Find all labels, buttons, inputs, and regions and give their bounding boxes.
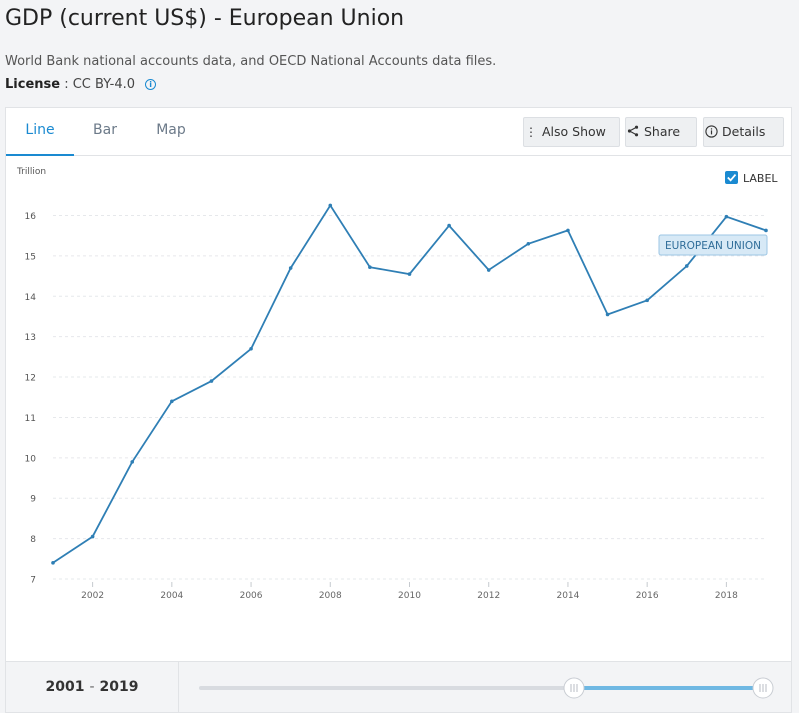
share-icon — [626, 118, 640, 146]
data-point-2016[interactable] — [645, 298, 649, 303]
data-point-2003[interactable] — [130, 460, 135, 464]
data-point-2006[interactable] — [249, 346, 253, 351]
also-show-button[interactable]: ⋮ Also Show — [523, 117, 620, 147]
y-tick-label: 12 — [25, 374, 36, 384]
y-tick-label: 16 — [25, 212, 37, 222]
slider-handle-left[interactable] — [563, 677, 585, 699]
y-tick-label: 15 — [25, 252, 36, 262]
chart-panel: Line Bar Map ⋮ Also Show Share Details Tr… — [5, 107, 792, 713]
x-tick-label: 2002 — [81, 591, 104, 601]
data-point-2011[interactable] — [447, 223, 451, 228]
y-axis-ticks: 7 8 9 10 11 12 13 14 15 16 — [25, 212, 37, 586]
series-label-tag: EUROPEAN UNION — [658, 234, 768, 256]
info-circle-icon — [704, 118, 718, 146]
chart-area: Trillion 7 8 9 10 11 12 13 14 15 16 2002 2004 2006 2… — [6, 156, 791, 661]
date-range-footer: 2001-2019 — [6, 661, 791, 713]
x-tick-label: 2004 — [160, 591, 183, 601]
series-label-box — [658, 234, 768, 256]
label-toggle-text: LABEL — [743, 172, 778, 185]
data-point-2017[interactable] — [684, 264, 689, 268]
series-line-european-union — [52, 203, 767, 564]
license-value: : CC BY-4.0 — [64, 77, 135, 92]
y-tick-label: 14 — [25, 293, 37, 303]
series-label-text: EUROPEAN UNION — [665, 240, 761, 252]
info-icon[interactable]: i — [145, 79, 157, 90]
license-label: License — [5, 77, 61, 92]
checkmark-icon — [727, 174, 737, 182]
label-toggle[interactable]: LABEL — [725, 171, 778, 185]
slider-selected-range — [574, 686, 763, 690]
x-tick-label: 2018 — [715, 591, 738, 601]
source-text: World Bank national accounts data, and O… — [5, 54, 497, 69]
data-point-2010[interactable] — [407, 272, 412, 276]
label-checkbox[interactable] — [725, 171, 738, 184]
share-button[interactable]: Share — [625, 117, 697, 147]
data-point-2007[interactable] — [288, 266, 293, 270]
details-label: Details — [722, 124, 766, 139]
license-line: License : CC BY-4.0 i — [5, 77, 157, 92]
y-tick-label: 13 — [25, 333, 36, 343]
tab-line[interactable]: Line — [6, 108, 74, 156]
page-title: GDP (current US$) - European Union — [5, 6, 405, 31]
x-tick-label: 2012 — [477, 591, 500, 601]
range-start: 2001 — [45, 679, 85, 695]
data-point-2002[interactable] — [90, 534, 95, 539]
x-tick-label: 2006 — [240, 591, 263, 601]
series-points — [51, 203, 768, 565]
range-separator: - — [89, 679, 95, 695]
slider-handle-right[interactable] — [752, 677, 774, 699]
data-point-2004[interactable] — [170, 399, 174, 404]
also-show-label: Also Show — [542, 124, 606, 139]
data-point-2013[interactable] — [526, 241, 531, 246]
data-point-2018[interactable] — [724, 214, 729, 219]
data-point-2014[interactable] — [566, 228, 570, 233]
gridlines — [53, 215, 766, 580]
y-tick-label: 10 — [25, 454, 37, 464]
year-range-slider[interactable] — [6, 662, 791, 713]
data-point-2009[interactable] — [368, 265, 372, 269]
tab-bar[interactable]: Bar — [93, 122, 117, 138]
y-tick-label: 7 — [30, 576, 36, 586]
data-point-2008[interactable] — [328, 203, 333, 208]
data-point-2012[interactable] — [486, 268, 491, 272]
footer-divider — [178, 662, 179, 713]
tab-map[interactable]: Map — [156, 122, 186, 138]
x-tick-label: 2008 — [319, 591, 342, 601]
data-point-2001[interactable] — [51, 561, 55, 565]
x-tick-label: 2016 — [636, 591, 659, 601]
x-tick-label: 2014 — [556, 591, 579, 601]
data-point-2005[interactable] — [209, 379, 214, 383]
chart-type-tabs: Line Bar Map ⋮ Also Show Share Details — [6, 108, 791, 156]
vertical-dots-icon: ⋮ — [525, 125, 537, 139]
x-axis-ticks: 2002 2004 2006 2008 2010 2012 2014 2016 2018 — [81, 582, 738, 601]
x-tick-label: 2010 — [398, 591, 421, 601]
data-point-2015[interactable] — [605, 312, 610, 317]
range-end: 2019 — [99, 679, 139, 695]
share-label: Share — [644, 124, 681, 139]
y-axis-unit: Trillion — [16, 167, 46, 177]
y-tick-label: 9 — [30, 495, 36, 505]
data-point-2019[interactable] — [764, 228, 768, 233]
date-range-label: 2001-2019 — [6, 662, 178, 713]
y-tick-label: 11 — [25, 414, 36, 424]
details-button[interactable]: Details — [703, 117, 784, 147]
y-tick-label: 8 — [30, 535, 36, 545]
